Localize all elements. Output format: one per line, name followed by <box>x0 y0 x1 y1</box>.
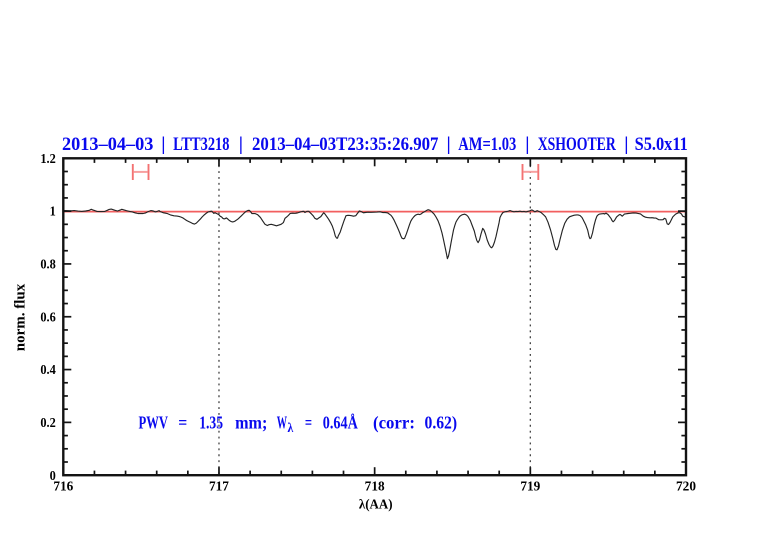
svg-text:0.6: 0.6 <box>40 310 56 324</box>
svg-text:=: = <box>305 414 312 434</box>
svg-text:norm. flux: norm. flux <box>13 283 29 351</box>
svg-text:0.62): 0.62) <box>425 413 458 433</box>
svg-text:λ(AA): λ(AA) <box>359 496 393 512</box>
svg-text:=: = <box>178 413 187 433</box>
svg-text:|: | <box>239 134 243 155</box>
svg-text:|: | <box>161 134 165 155</box>
svg-text:0.8: 0.8 <box>40 257 55 271</box>
svg-text:W: W <box>277 414 288 434</box>
svg-text:1: 1 <box>50 204 56 218</box>
svg-text:2013–04–03: 2013–04–03 <box>62 134 153 156</box>
svg-text:720: 720 <box>676 479 696 494</box>
svg-text:716: 716 <box>53 479 73 494</box>
svg-text:|: | <box>624 134 628 155</box>
svg-text:|: | <box>525 134 529 155</box>
svg-text:1.35: 1.35 <box>199 414 223 433</box>
svg-text:0.64Å: 0.64Å <box>323 413 358 433</box>
svg-text:719: 719 <box>520 479 540 494</box>
svg-text:S5.0x11: S5.0x11 <box>635 133 688 155</box>
svg-text:AM=1.03: AM=1.03 <box>458 133 516 154</box>
svg-text:LTT3218: LTT3218 <box>173 133 229 154</box>
svg-text:717: 717 <box>209 479 229 494</box>
svg-text:(corr:: (corr: <box>373 413 415 433</box>
svg-text:λ: λ <box>288 420 295 435</box>
svg-text:0.4: 0.4 <box>40 363 56 377</box>
svg-text:PWV: PWV <box>139 414 169 434</box>
svg-text:0: 0 <box>50 468 56 482</box>
svg-text:1.2: 1.2 <box>40 152 55 166</box>
svg-text:0.2: 0.2 <box>40 416 55 430</box>
svg-text:2013–04–03T23:35:26.907: 2013–04–03T23:35:26.907 <box>252 133 438 154</box>
svg-text:XSHOOTER: XSHOOTER <box>538 133 617 155</box>
svg-text:718: 718 <box>365 479 385 494</box>
svg-text:|: | <box>447 134 451 155</box>
svg-text:mm;: mm; <box>235 413 267 433</box>
